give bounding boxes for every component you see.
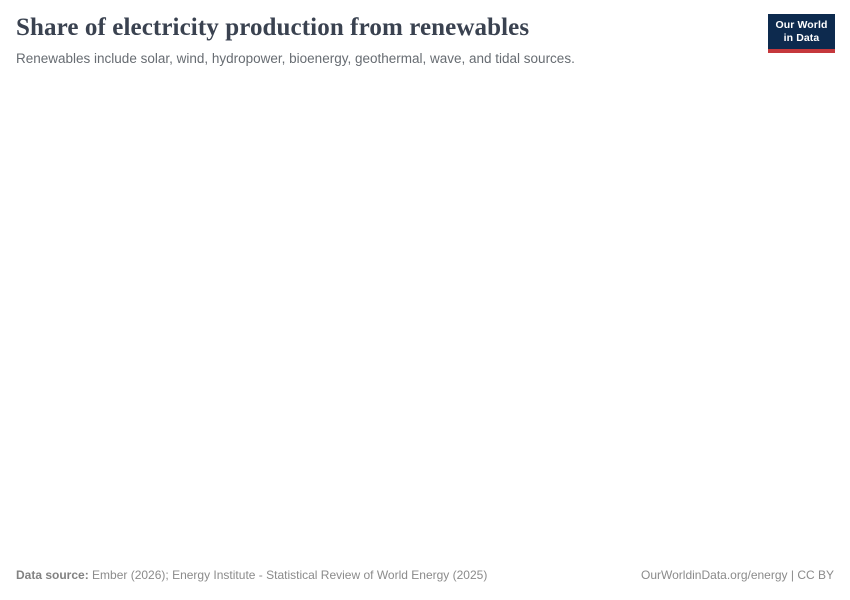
chart-header-text: Share of electricity production from ren… — [16, 13, 748, 68]
page-title: Share of electricity production from ren… — [16, 14, 530, 41]
data-source-value: Ember (2026); Energy Institute - Statist… — [88, 568, 488, 583]
data-source-line: Data source: Ember (2026); Energy Instit… — [16, 568, 487, 584]
chart-header: Share of electricity production from ren… — [0, 0, 850, 68]
owid-logo-line2: in Data — [783, 32, 820, 45]
chart-plot-area — [0, 67, 850, 569]
data-source-label: Data source: — [16, 568, 89, 583]
owid-logo-line1: Our World — [775, 19, 828, 31]
chart-footer: Data source: Ember (2026); Energy Instit… — [0, 568, 850, 600]
attribution-link[interactable]: OurWorldinData.org/energy | CC BY — [641, 568, 834, 583]
chart-subtitle: Renewables include solar, wind, hydropow… — [16, 51, 575, 66]
owid-logo[interactable]: Our World in Data — [768, 14, 835, 54]
